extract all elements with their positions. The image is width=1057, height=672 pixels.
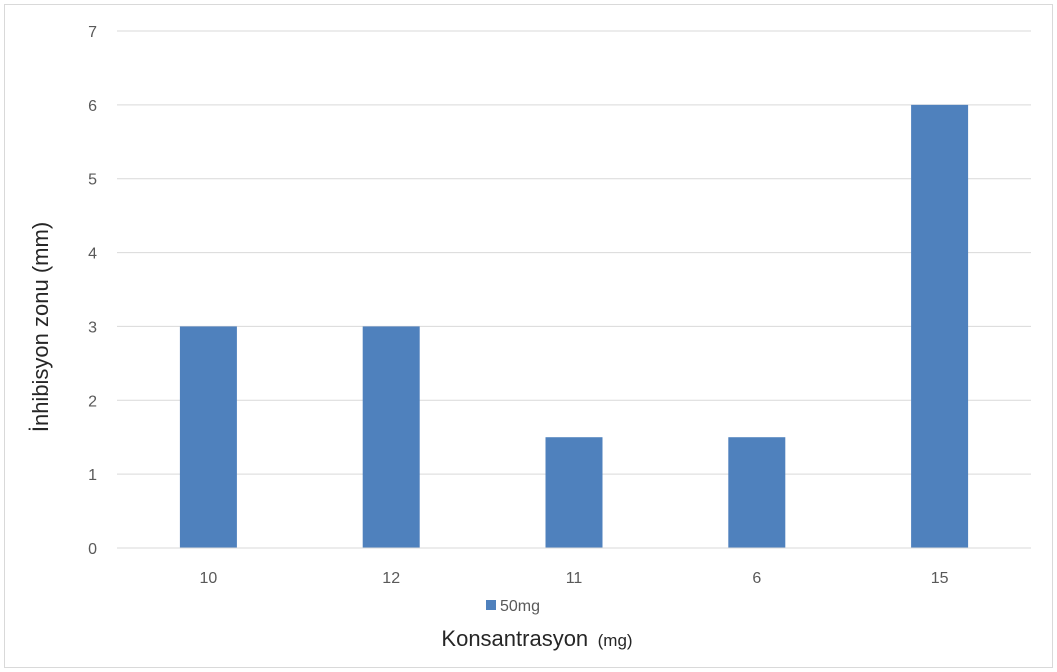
x-tick-label: 11 [566, 570, 583, 587]
x-axis-ticks: 10 12 11 6 15 [200, 570, 949, 587]
x-tick-label: 10 [200, 570, 218, 587]
chart-frame [4, 4, 1053, 668]
y-tick-label: 7 [88, 24, 97, 41]
x-axis-title: Konsantrasyon (mg) [441, 626, 632, 651]
bar-6[interactable] [728, 437, 786, 548]
y-axis-ticks: 0 1 2 3 4 5 6 7 [88, 24, 97, 558]
x-axis-title-main: Konsantrasyon [441, 626, 588, 651]
bar-11[interactable] [545, 437, 603, 548]
y-tick-label: 0 [88, 541, 97, 558]
y-tick-label: 3 [88, 319, 97, 336]
x-tick-label: 15 [931, 570, 949, 587]
x-tick-label: 6 [752, 570, 761, 587]
y-tick-label: 1 [88, 467, 97, 484]
y-tick-label: 6 [88, 98, 97, 115]
x-axis-title-unit: (mg) [598, 631, 633, 650]
y-tick-label: 4 [88, 246, 97, 263]
bars [179, 104, 969, 548]
y-tick-label: 2 [88, 393, 97, 410]
bar-12[interactable] [362, 326, 420, 548]
legend-label-50mg: 50mg [500, 598, 540, 615]
legend[interactable]: 50mg [486, 598, 540, 615]
gridlines [117, 30, 1031, 475]
bar-10[interactable] [179, 326, 237, 548]
y-tick-label: 5 [88, 172, 97, 189]
legend-swatch [486, 600, 496, 610]
y-axis-title: İnhibisyon zonu (mm) [28, 222, 53, 432]
x-tick-label: 12 [382, 570, 400, 587]
bar-15[interactable] [911, 104, 969, 548]
